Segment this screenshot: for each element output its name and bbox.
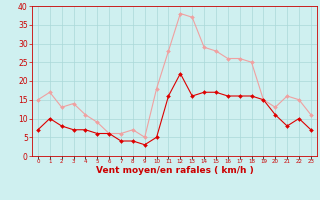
X-axis label: Vent moyen/en rafales ( km/h ): Vent moyen/en rafales ( km/h ) [96, 166, 253, 175]
